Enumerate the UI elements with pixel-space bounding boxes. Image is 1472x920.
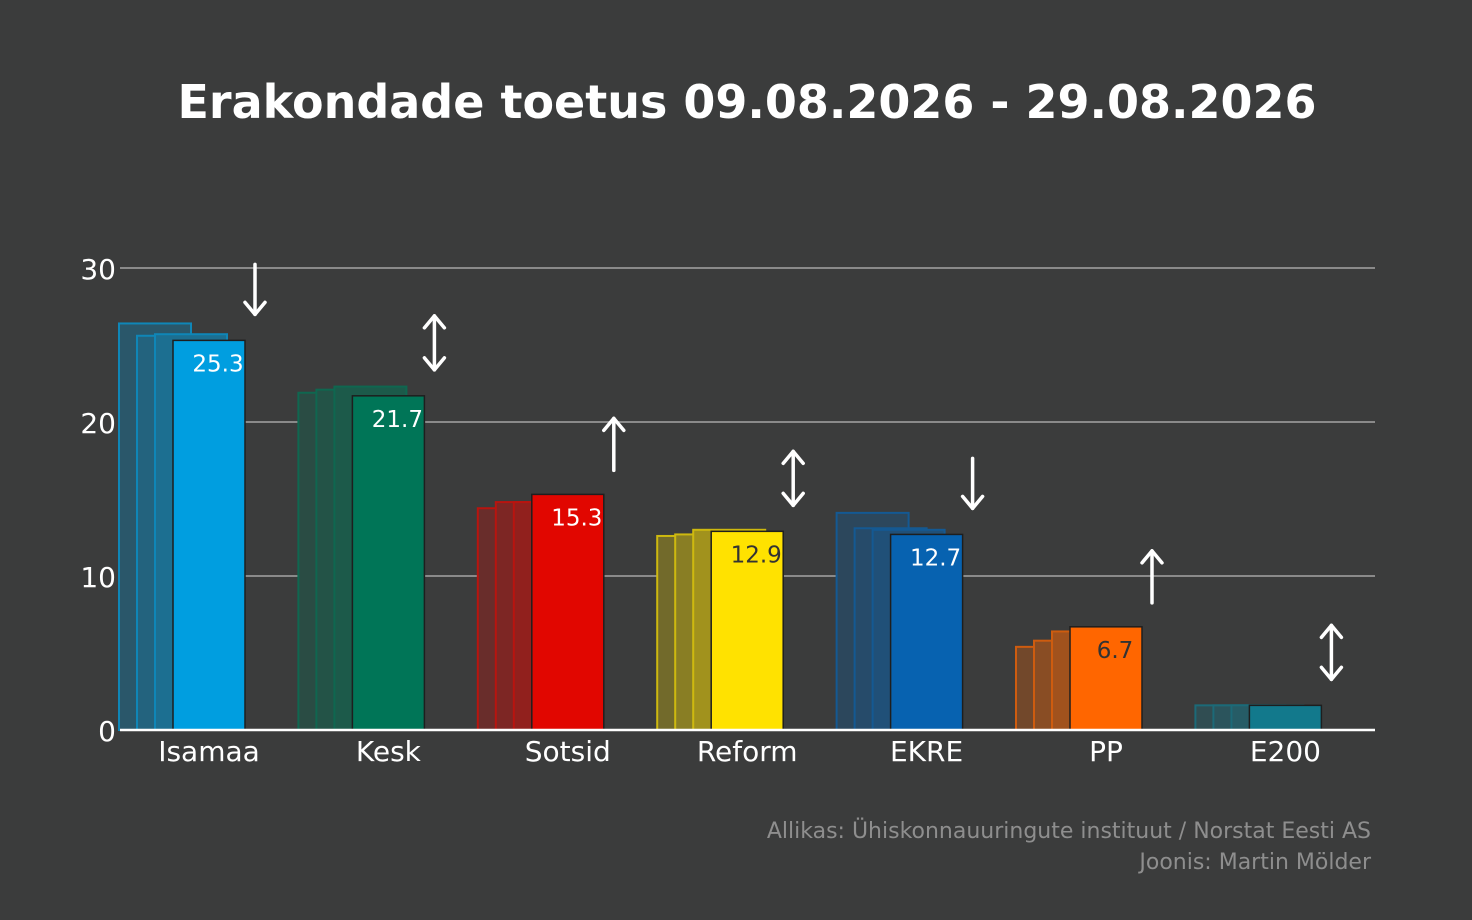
trend-arrow-icon xyxy=(422,314,447,372)
trend-arrow-icon xyxy=(1319,623,1344,682)
category-label: EKRE xyxy=(890,735,963,768)
author-note: Joonis: Martin Mölder xyxy=(1137,850,1372,875)
arrow-head-down xyxy=(422,356,447,372)
trend-arrow-icon xyxy=(1140,549,1164,605)
category-label: Kesk xyxy=(356,735,422,768)
bar-group: 21.7 xyxy=(297,385,426,731)
category-label: PP xyxy=(1089,735,1123,768)
arrow-head-up xyxy=(422,314,447,330)
arrow-head-down xyxy=(1319,665,1344,682)
bar-group: 6.7 xyxy=(1015,626,1143,732)
bar xyxy=(889,533,964,731)
y-tick-label: 0 xyxy=(98,715,116,748)
arrow-head-down xyxy=(960,494,985,511)
bar-group: 12.9 xyxy=(656,528,784,732)
bar xyxy=(1248,704,1323,731)
trend-arrow-icon xyxy=(602,416,626,473)
arrow-head-up xyxy=(1319,623,1344,640)
data-label: 12.7 xyxy=(910,545,961,571)
arrow-head-up xyxy=(1140,549,1164,565)
bar-group: 12.7 xyxy=(835,511,964,732)
y-tick-label: 10 xyxy=(80,561,116,594)
trend-arrow-icon xyxy=(781,449,805,508)
bars: 25.3 21.7 15.3 12.9 12.7 6.7 xyxy=(118,322,1323,732)
data-label: 12.9 xyxy=(731,542,782,568)
category-label: Isamaa xyxy=(158,735,260,768)
source-note: Allikas: Ühiskonnauuringute instituut / … xyxy=(767,818,1371,844)
data-label: 6.7 xyxy=(1097,638,1134,664)
bar-group xyxy=(1194,704,1323,731)
category-label: Sotsid xyxy=(525,735,611,768)
y-tick-label: 30 xyxy=(80,253,116,286)
trend-arrows xyxy=(243,262,1344,682)
bar xyxy=(531,493,605,731)
bar-group: 15.3 xyxy=(476,493,605,731)
trend-arrow-icon xyxy=(960,456,985,511)
data-label: 21.7 xyxy=(372,407,423,433)
bar-group: 25.3 xyxy=(118,322,246,731)
arrow-head-up xyxy=(781,449,805,466)
chart-title: Erakondade toetus 09.08.2026 - 29.08.202… xyxy=(177,75,1316,129)
bar xyxy=(1069,626,1143,731)
trend-arrow-icon xyxy=(243,262,267,317)
arrow-head-up xyxy=(602,416,626,433)
category-label: E200 xyxy=(1250,735,1321,768)
bar xyxy=(172,339,246,731)
bar xyxy=(710,530,784,731)
bar xyxy=(351,395,426,731)
category-label: Reform xyxy=(697,735,798,768)
arrow-head-down xyxy=(243,300,267,317)
category-labels: Isamaa Kesk Sotsid Reform EKRE PP E200 xyxy=(158,735,1321,768)
data-label: 25.3 xyxy=(192,351,243,377)
y-axis-ticks: 0 10 20 30 xyxy=(80,253,116,748)
y-tick-label: 20 xyxy=(80,407,116,440)
arrow-head-down xyxy=(781,491,805,508)
data-label: 15.3 xyxy=(551,505,602,531)
